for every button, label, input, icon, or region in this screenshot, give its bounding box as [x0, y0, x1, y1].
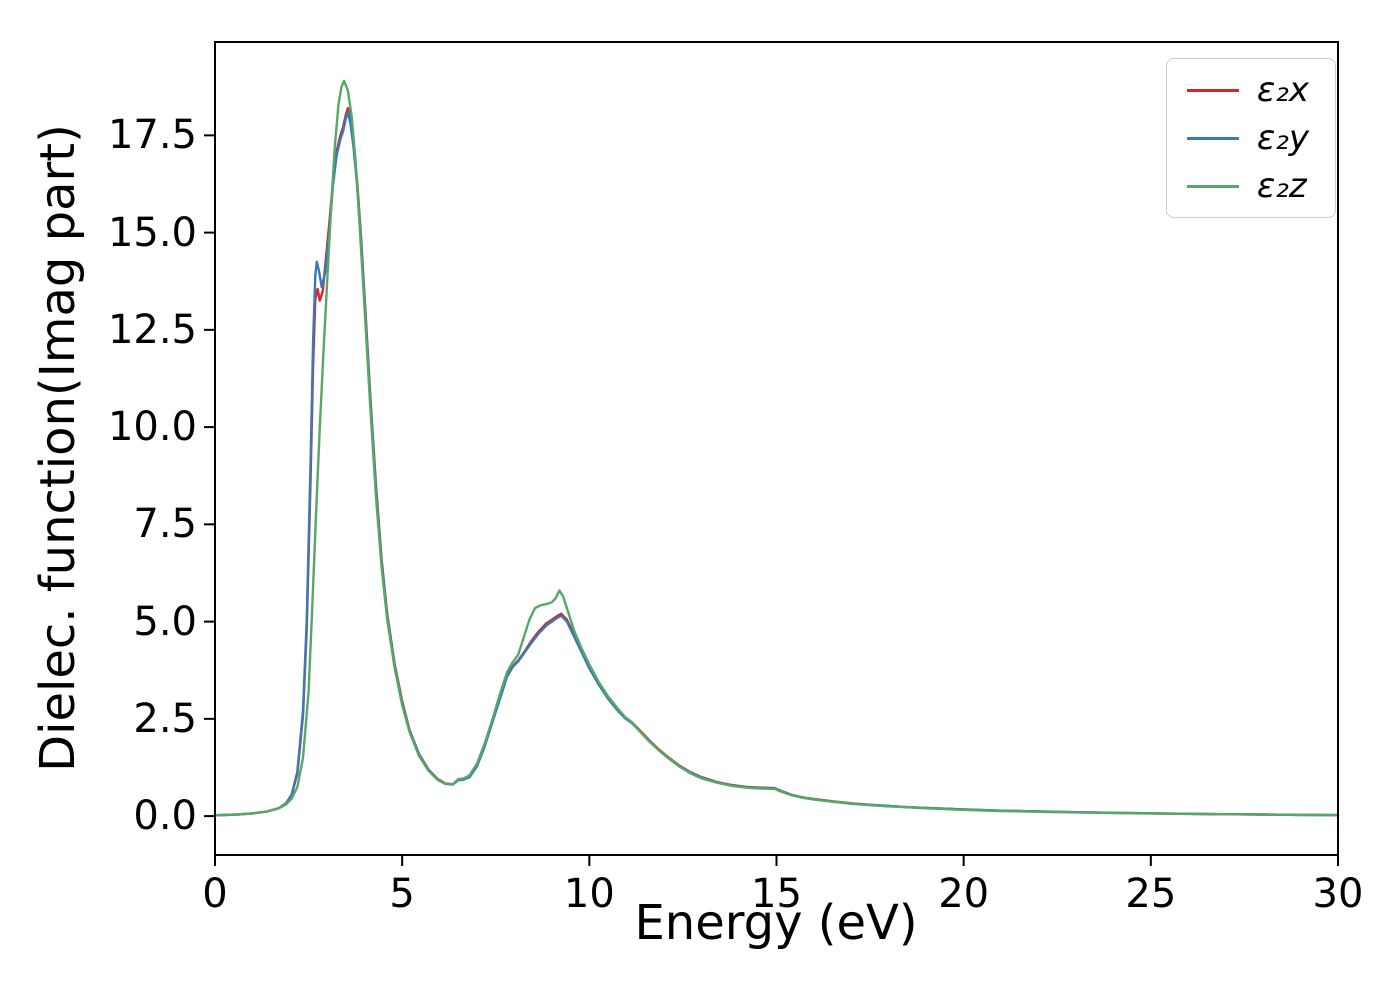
x-tick-label: 10 [563, 871, 615, 917]
y-tick-label: 15.0 [107, 209, 197, 256]
y-tick-label: 2.5 [133, 695, 197, 742]
y-tick-label: 17.5 [107, 112, 197, 159]
y-axis-label: Dielec. function(Imag part) [30, 124, 86, 772]
legend-label-epsilon2z: ε₂z [1256, 166, 1307, 206]
legend-line-epsilon2y-swatch [1186, 136, 1239, 140]
x-tick-label: 15 [751, 871, 802, 917]
legend-item-epsilon2x: ε₂x [1186, 70, 1309, 110]
y-tick-label: 7.5 [133, 501, 197, 548]
series-line-epsilon2-z [213, 79, 1340, 817]
y-tick-label: 12.5 [107, 306, 197, 353]
x-tick-label: 25 [1125, 871, 1177, 917]
legend-item-epsilon2z: ε₂z [1186, 166, 1309, 206]
y-tick-label: 0.0 [133, 793, 197, 840]
legend: ε₂x ε₂y ε₂z [1165, 58, 1336, 218]
series-line-epsilon2-y [213, 110, 1340, 817]
legend-item-epsilon2y: ε₂y [1186, 118, 1309, 158]
legend-label-epsilon2x: ε₂x [1256, 70, 1309, 110]
legend-line-epsilon2z-swatch [1186, 184, 1239, 188]
legend-label-epsilon2y: ε₂y [1256, 118, 1309, 158]
x-tick-label: 0 [202, 871, 228, 917]
y-tick-label: 5.0 [133, 598, 197, 645]
x-axis-label: Energy (eV) [634, 895, 918, 951]
legend-line-epsilon2x-swatch [1186, 88, 1239, 92]
y-tick-label: 10.0 [107, 404, 197, 451]
x-tick-label: 5 [389, 871, 415, 917]
x-tick-label: 30 [1312, 871, 1364, 917]
x-tick-label: 20 [938, 871, 990, 917]
